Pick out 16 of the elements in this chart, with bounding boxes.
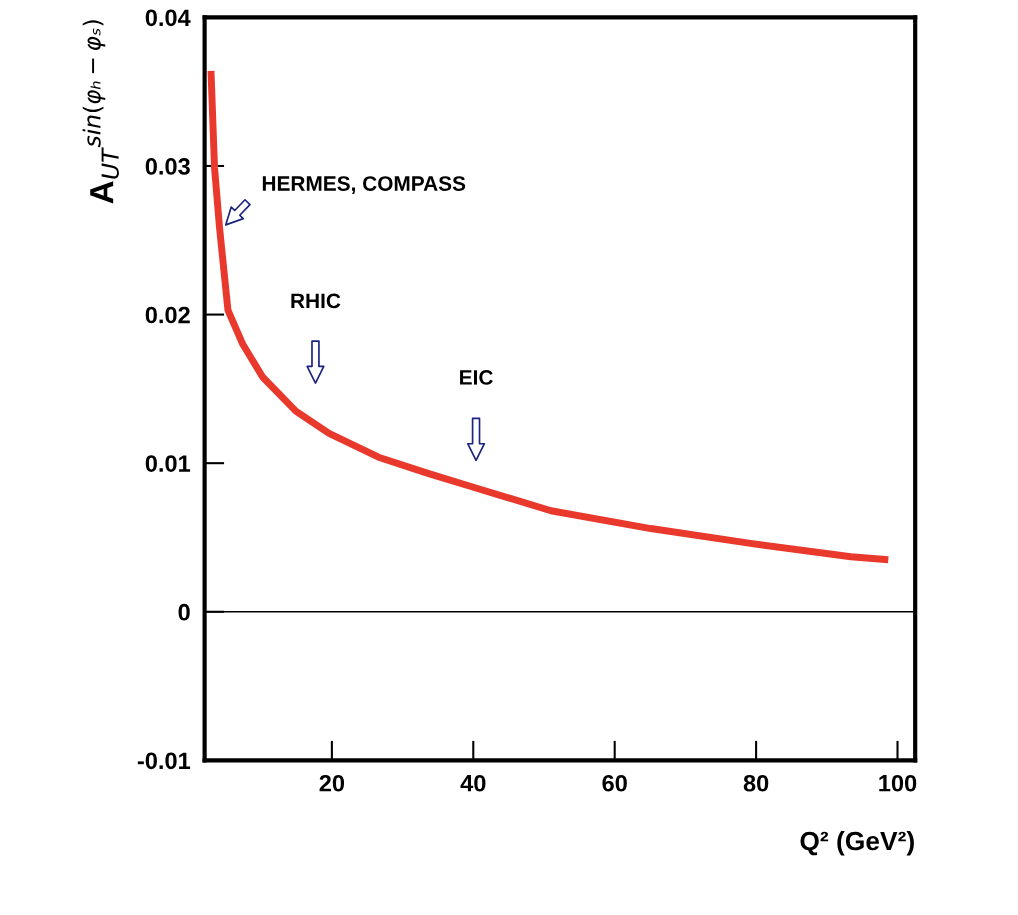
x-tick-label: 60 [602,774,627,792]
x-tick-label: 40 [460,774,486,792]
y-axis-title: A$_{UT}$$^{sin(φₕ−φₛ)}$ [82,20,119,204]
annotation: RHIC [291,293,341,309]
annotation: EIC [460,370,493,385]
annotation: HERMES, COMPASS [262,176,466,194]
x-tick-label: 20 [319,774,345,792]
x-axis-title: Q² (GeV²) [800,830,914,856]
y-tick-label: 0.02 [145,306,190,324]
x-tick-label: 80 [743,774,769,792]
x-tick-label: 100 [879,774,917,792]
y-tick-label: 0 [178,603,190,621]
y-tick-label: 0.01 [145,455,191,472]
y-tick-label: 0.04 [145,9,191,27]
y-tick-label: -0.01 [137,752,191,770]
y-tick-label: 0.03 [145,158,190,175]
